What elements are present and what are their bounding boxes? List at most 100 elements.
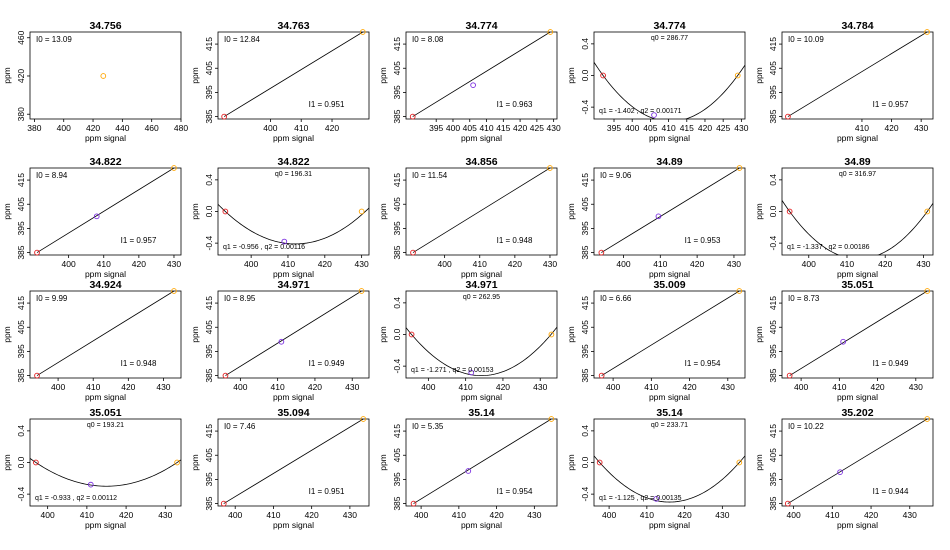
y-tick-label: 405 — [768, 61, 778, 75]
y-tick-label: 0.4 — [392, 297, 402, 309]
x-tick-label: 420 — [490, 510, 504, 520]
data-point-purple — [470, 82, 476, 89]
panel-5: 34.784 410 420 430 385 395 405 415 ppm signal ppm… — [754, 20, 934, 143]
data-point-red — [786, 208, 793, 215]
data-point-orange — [171, 165, 177, 171]
q1-q2-label: q1 = -1.125 , q2 = 0.00135 — [599, 495, 682, 502]
panel-title: 34.971 — [465, 279, 497, 291]
y-tick-label: 415 — [768, 424, 778, 438]
y-tick-label: 395 — [580, 221, 590, 235]
fit-curve — [218, 204, 369, 245]
data-point-red — [786, 372, 793, 379]
data-point-orange — [358, 208, 365, 215]
x-tick-label: 400 — [41, 510, 55, 520]
fit-curve — [594, 62, 745, 119]
y-tick-label: 385 — [204, 109, 214, 123]
plot-frame — [217, 418, 370, 507]
x-tick-label: 420 — [884, 123, 898, 133]
intercept-label: I0 = 6.66 — [600, 294, 632, 303]
data-point-red — [410, 500, 417, 507]
x-axis-label: ppm signal — [649, 269, 690, 279]
y-tick-label: 385 — [392, 496, 402, 510]
data-point-orange — [548, 416, 555, 422]
q0-label: q0 = 233.71 — [651, 422, 688, 429]
y-axis-label: ppm — [2, 326, 12, 343]
x-tick-label: 430 — [343, 510, 357, 520]
data-point-red — [596, 459, 603, 466]
intercept-label: I0 = 8.08 — [412, 35, 444, 44]
x-tick-label: 410 — [855, 123, 869, 133]
data-point-orange — [736, 165, 743, 171]
x-tick-label: 430 — [167, 259, 181, 269]
panel-title: 34.763 — [277, 20, 309, 32]
y-axis-label: ppm — [754, 326, 764, 343]
x-tick-label: 400 — [51, 382, 65, 392]
intercept-label: I0 = 9.99 — [36, 294, 68, 303]
fit-curve — [406, 326, 557, 377]
x-tick-label: 400 — [263, 123, 277, 133]
panel-8: 34.856 400 410 420 430 385 395 405 415 ppm signal… — [378, 156, 558, 279]
data-point-orange — [736, 459, 743, 466]
y-tick-label: 405 — [392, 448, 402, 462]
x-tick-label: 400 — [233, 382, 247, 392]
data-point-purple — [468, 369, 475, 376]
x-tick-label: 410 — [271, 382, 285, 392]
x-tick-label: 420 — [305, 510, 319, 520]
x-axis-label: ppm signal — [649, 392, 690, 402]
y-axis-label: ppm — [378, 67, 388, 84]
fit-line — [412, 32, 551, 117]
x-axis-label: ppm signal — [461, 133, 502, 143]
slope-label: I1 = 0.944 — [873, 487, 909, 496]
q0-label: q0 = 196.31 — [275, 171, 312, 178]
y-axis-label: ppm — [378, 203, 388, 220]
x-tick-label: 405 — [643, 123, 657, 133]
x-tick-label: 400 — [414, 510, 428, 520]
y-axis-label: ppm — [378, 454, 388, 471]
y-tick-label: 405 — [204, 61, 214, 75]
y-tick-label: 385 — [204, 496, 214, 510]
data-point-orange — [359, 29, 366, 35]
slope-label: I1 = 0.957 — [121, 236, 157, 245]
intercept-label: I0 = 9.06 — [600, 171, 632, 180]
x-tick-label: 420 — [86, 123, 100, 133]
x-tick-label: 410 — [479, 123, 493, 133]
intercept-label: I0 = 8.73 — [788, 294, 820, 303]
y-tick-label: 395 — [204, 344, 214, 358]
y-tick-label: 0.0 — [392, 328, 402, 340]
data-point-red — [220, 500, 227, 507]
data-point-purple — [840, 338, 847, 345]
fit-line — [601, 291, 740, 376]
x-tick-label: 415 — [680, 123, 694, 133]
data-point-orange — [548, 331, 555, 338]
panel-19: 35.14 400 410 420 430 -0.4 0.0 0.4 ppm signal ppm… — [566, 407, 746, 530]
panel-title: 35.094 — [277, 407, 309, 419]
y-tick-label: 385 — [392, 245, 402, 259]
x-axis-label: ppm signal — [85, 133, 126, 143]
panel-6: 34.822 400 410 420 430 385 395 405 415 ppm signal… — [2, 156, 182, 279]
x-tick-label: 420 — [132, 259, 146, 269]
y-tick-label: 415 — [580, 296, 590, 310]
data-point-purple — [465, 468, 472, 474]
x-tick-label: 410 — [86, 382, 100, 392]
y-tick-label: 0.0 — [16, 456, 26, 468]
x-tick-label: 415 — [496, 123, 510, 133]
data-point-purple — [278, 338, 285, 345]
x-axis-label: ppm signal — [273, 133, 314, 143]
slope-label: I1 = 0.948 — [121, 359, 157, 368]
data-point-red — [221, 113, 228, 120]
x-tick-label: 430 — [916, 259, 930, 269]
slope-label: I1 = 0.949 — [873, 359, 909, 368]
data-point-red — [784, 500, 791, 507]
data-point-orange — [924, 208, 931, 215]
plot-frame — [217, 290, 370, 379]
y-tick-label: 380 — [16, 107, 26, 121]
intercept-label: I0 = 10.22 — [788, 422, 824, 431]
data-point-purple — [655, 213, 662, 220]
data-point-orange — [547, 29, 554, 35]
x-axis-label: ppm signal — [837, 520, 878, 530]
panel-13: 34.971 400 410 420 430 -0.4 0.0 0.4 ppm signal pp… — [378, 279, 558, 402]
x-tick-label: 400 — [616, 259, 630, 269]
x-axis-label: ppm signal — [649, 133, 690, 143]
y-axis-label: ppm — [2, 454, 12, 471]
y-tick-label: 385 — [580, 245, 590, 259]
